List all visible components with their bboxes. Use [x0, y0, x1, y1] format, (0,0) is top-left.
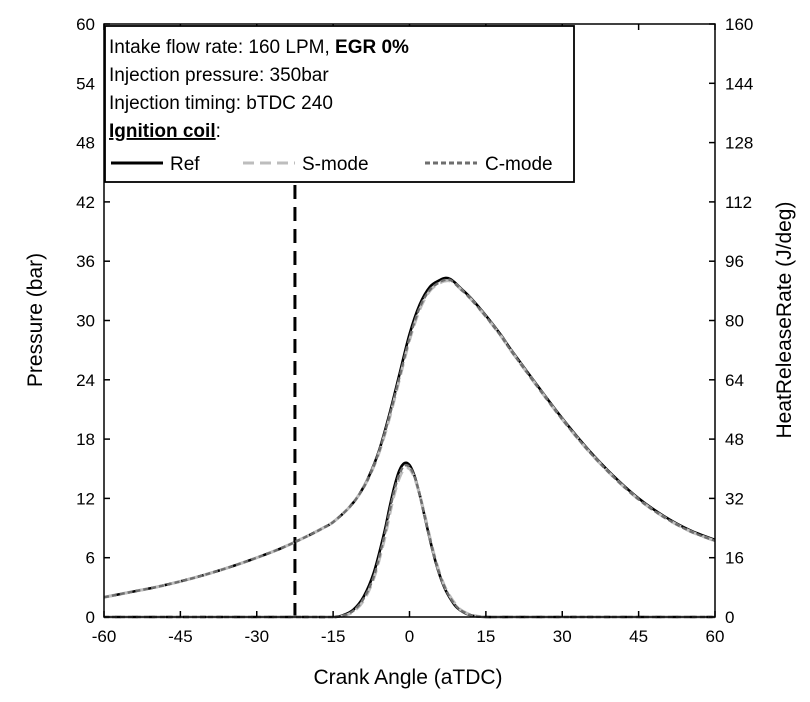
ticks-layer: -60 -45 -30 -15 0 15 30 45 600612182430364248546…	[76, 15, 753, 646]
info-line-2: Injection pressure: 350bar	[109, 65, 329, 86]
y-tick-label: 18	[76, 430, 95, 449]
x-tick-label: 45	[629, 627, 648, 646]
y-tick-label: 0	[86, 608, 95, 627]
x-tick-label: 15	[476, 627, 495, 646]
x-tick-label: 0	[405, 627, 414, 646]
x-tick-label: -15	[321, 627, 346, 646]
x-tick-label: 30	[553, 627, 572, 646]
y2-tick-label: 64	[725, 371, 744, 390]
y-tick-label: 30	[76, 312, 95, 331]
y2-tick-label: 144	[725, 74, 753, 93]
x-axis-title: Crank Angle (aTDC)	[313, 666, 502, 689]
y2-tick-label: 112	[725, 193, 752, 212]
legend-label-ref: Ref	[170, 154, 200, 175]
y-tick-label: 42	[76, 193, 95, 212]
series-layer	[103, 276, 716, 619]
x-tick-label: -45	[168, 627, 193, 646]
y2-tick-label: 16	[725, 549, 744, 568]
legend-frame	[104, 25, 575, 183]
y-tick-label: 6	[86, 549, 95, 568]
pressure-line-c-mode	[103, 278, 716, 599]
y2-tick-label: 48	[725, 430, 744, 449]
y2-tick-label: 160	[725, 15, 753, 34]
y2-axis-title: HeatReleaseRate (J/deg)	[773, 202, 796, 439]
x-tick-label: -30	[244, 627, 269, 646]
heat-release-line-c-mode	[104, 463, 715, 619]
info-line-4: Ignition coil:	[109, 121, 221, 142]
y2-tick-label: 96	[725, 252, 744, 271]
legend-label-c-mode: C-mode	[485, 154, 553, 175]
y-tick-label: 36	[76, 252, 95, 271]
legend-label-s-mode: S-mode	[302, 154, 369, 175]
y2-tick-label: 128	[725, 134, 753, 153]
y-tick-label: 54	[76, 74, 95, 93]
legend-box: Intake flow rate: 160 LPM, EGR 0% Inject…	[104, 25, 575, 183]
y-tick-label: 48	[76, 134, 95, 153]
y-axis-title: Pressure (bar)	[24, 253, 47, 387]
y-tick-label: 60	[76, 15, 95, 34]
x-tick-label: 60	[706, 627, 725, 646]
info-line-1: Intake flow rate: 160 LPM, EGR 0%	[109, 37, 409, 58]
heat-release-line-s-mode	[104, 466, 715, 619]
y2-tick-label: 0	[725, 608, 734, 627]
pressure-line-ref	[103, 276, 716, 599]
y2-tick-label: 32	[725, 489, 744, 508]
x-tick-label: -60	[92, 627, 117, 646]
y-tick-label: 24	[76, 371, 95, 390]
pressure-line-s-mode	[103, 279, 716, 599]
y-tick-label: 12	[76, 489, 95, 508]
y2-tick-label: 80	[725, 312, 744, 331]
info-line-3: Injection timing: bTDC 240	[109, 93, 333, 114]
